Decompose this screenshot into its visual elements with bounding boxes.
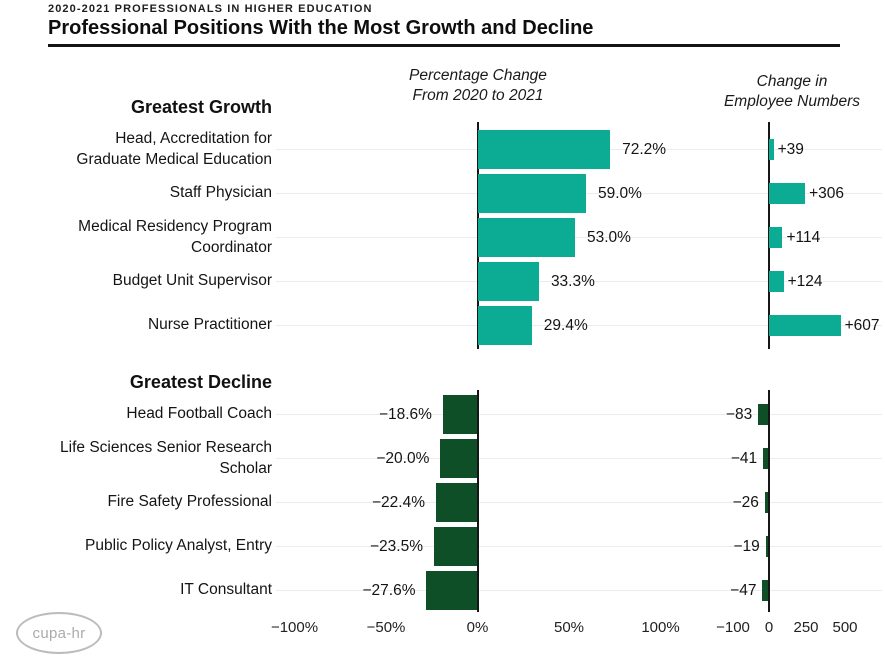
num-value-label: −26 [732,493,759,511]
section-heading: Greatest Decline [129,372,272,392]
pct-column-header: Percentage Change From 2020 to 2021 [409,67,547,104]
row-gridline [276,590,882,591]
num-axis-tick: 500 [832,619,858,636]
pct-value-label: −23.5% [369,537,423,555]
row-gridline [276,414,882,415]
row-gridline [276,237,882,238]
row-label: Head, Accreditation for Graduate Medical… [76,130,272,168]
pct-value-label: −27.6% [362,581,416,599]
num-bar [769,183,806,204]
pct-axis-tick: −50% [366,619,406,636]
num-axis-tick: 250 [793,619,819,636]
pct-value-label: 33.3% [550,272,595,290]
pct-bar [478,174,586,213]
row-gridline [276,458,882,459]
row-gridline [276,502,882,503]
pct-value-label: 59.0% [597,184,642,202]
pct-zero-axis [476,390,479,612]
pct-bar [436,483,477,522]
section-heading: Greatest Growth [130,97,272,117]
num-value-label: +607 [844,316,880,334]
cupa-hr-logo-text: cupa-hr [32,624,86,642]
row-label: Fire Safety Professional [107,493,272,511]
row-label: Medical Residency Program Coordinator [78,218,272,256]
num-value-label: +124 [787,272,823,290]
pct-value-label: 72.2% [622,140,667,158]
row-gridline [276,281,882,282]
pct-axis-tick: 50% [553,619,585,636]
row-label: Head Football Coach [126,405,272,423]
row-label: Public Policy Analyst, Entry [85,537,272,555]
num-zero-axis [767,122,770,349]
row-label: Life Sciences Senior Research Scholar [60,439,272,477]
row-label: IT Consultant [180,581,272,599]
num-value-label: −41 [730,449,758,467]
num-column-header: Change in Employee Numbers [723,73,861,110]
row-label: Nurse Practitioner [147,316,272,334]
pct-value-label: −22.4% [371,493,425,511]
cupa-hr-logo: cupa-hr [16,612,102,654]
report-kicker: 2020-2021 PROFESSIONALS IN HIGHER EDUCAT… [48,3,373,15]
num-value-label: −19 [733,537,760,555]
pct-axis-tick: −100% [270,619,319,636]
row-label: Staff Physician [169,184,272,202]
num-value-label: −83 [725,405,753,423]
num-bar [769,227,783,248]
num-axis-tick: −100 [716,619,750,636]
pct-axis-tick: 100% [641,619,680,636]
pct-value-label: −18.6% [378,405,432,423]
pct-zero-axis [476,122,479,349]
num-value-label: +114 [786,228,821,246]
pct-bar [442,395,477,434]
num-bar [769,315,841,336]
pct-bar [440,439,477,478]
pct-value-label: −20.0% [376,449,430,467]
num-value-label: −47 [730,581,757,599]
pct-value-label: 53.0% [586,228,631,246]
pct-axis-tick: 0% [466,619,489,636]
num-bar [769,271,784,292]
num-bar [764,492,768,513]
pct-bar [433,527,477,566]
pct-bar [478,262,539,301]
num-axis-tick: 0 [764,619,774,636]
num-bar [765,536,768,557]
row-label: Budget Unit Supervisor [112,272,272,290]
num-value-label: +39 [777,140,804,158]
num-bar [769,139,774,160]
num-bar [758,404,768,425]
num-bar [763,448,768,469]
num-zero-axis [767,390,770,612]
pct-bar [478,130,611,169]
pct-bar [426,571,477,610]
pct-bar [478,218,575,257]
pct-bar [478,306,532,345]
num-bar [762,580,768,601]
row-gridline [276,546,882,547]
page-title: Professional Positions With the Most Gro… [48,17,594,39]
title-underline [48,44,840,47]
row-gridline [276,325,882,326]
pct-value-label: 29.4% [543,316,588,334]
num-value-label: +306 [809,184,845,202]
